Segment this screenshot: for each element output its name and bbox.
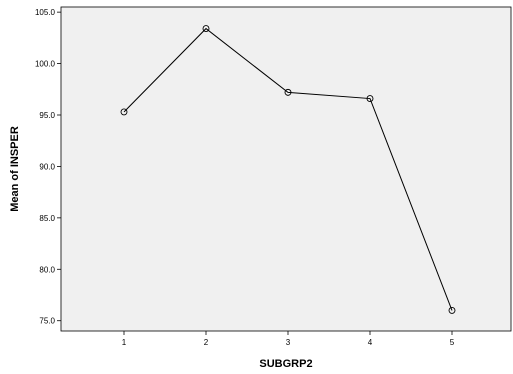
- y-tick-label: 80.0: [39, 265, 55, 274]
- y-tick-label: 105.0: [35, 8, 56, 17]
- plot-area: [60, 6, 512, 332]
- y-tick-label: 90.0: [39, 162, 55, 171]
- y-tick-label: 100.0: [35, 60, 56, 69]
- series-line: [123, 27, 453, 311]
- x-tick-label: 1: [122, 338, 127, 347]
- x-tick-label: 5: [450, 338, 455, 347]
- data-point-marker: [284, 88, 292, 96]
- x-axis-title: SUBGRP2: [259, 358, 312, 370]
- x-axis: 1 2 3 4 5: [122, 331, 455, 347]
- data-point-marker: [366, 95, 374, 102]
- y-tick-label: 95.0: [39, 111, 55, 120]
- data-markers: [120, 25, 456, 314]
- y-axis: 75.0 80.0 85.0 90.0 95.0 100.0 105.0: [35, 8, 61, 326]
- x-tick-label: 3: [286, 338, 291, 347]
- y-axis-title: Mean of INSPER: [9, 126, 21, 212]
- x-tick-label: 2: [204, 338, 209, 347]
- data-point-marker: [202, 25, 210, 33]
- data-point-marker: [120, 108, 128, 116]
- data-point-marker: [448, 306, 456, 314]
- x-tick-label: 4: [368, 338, 373, 347]
- y-tick-label: 75.0: [39, 317, 55, 326]
- y-tick-label: 85.0: [39, 214, 55, 223]
